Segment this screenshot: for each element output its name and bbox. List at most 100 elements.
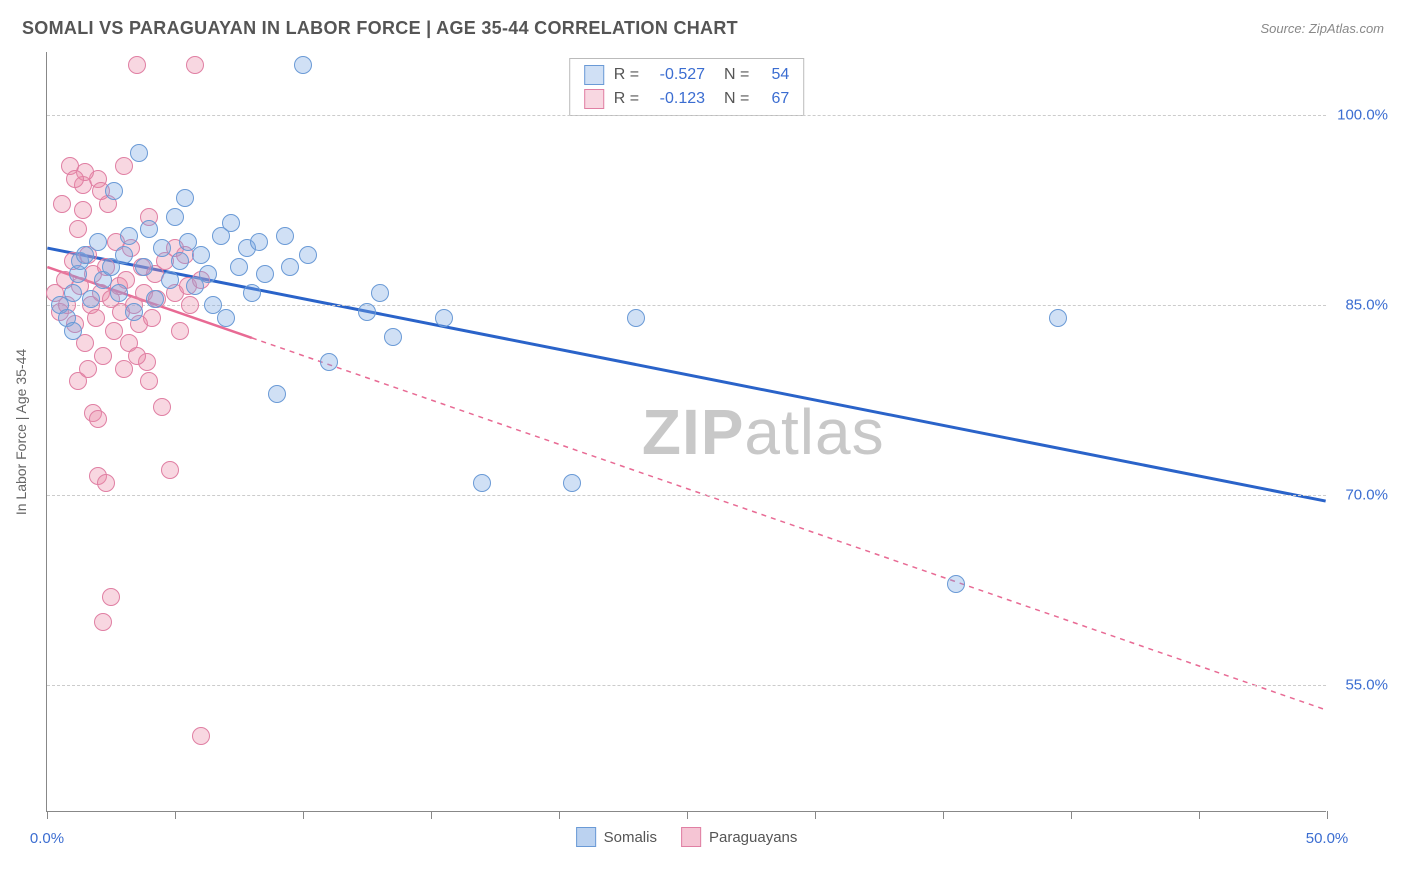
data-point [1049, 309, 1067, 327]
x-tick [1199, 811, 1200, 819]
data-point [199, 265, 217, 283]
chart-container: SOMALI VS PARAGUAYAN IN LABOR FORCE | AG… [0, 0, 1406, 892]
source-attribution: Source: ZipAtlas.com [1260, 21, 1384, 36]
trend-lines [47, 52, 1326, 811]
data-point [243, 284, 261, 302]
legend-swatch [576, 827, 596, 847]
data-point [110, 284, 128, 302]
x-tick [559, 811, 560, 819]
x-tick [303, 811, 304, 819]
data-point [115, 246, 133, 264]
data-point [105, 182, 123, 200]
y-axis-label: In Labor Force | Age 35-44 [13, 348, 29, 514]
data-point [320, 353, 338, 371]
data-point [79, 360, 97, 378]
data-point [230, 258, 248, 276]
stat-n-value: 54 [759, 66, 789, 84]
legend-label: Somalis [604, 829, 657, 846]
gridline-h [47, 305, 1326, 306]
data-point [153, 239, 171, 257]
data-point [217, 309, 235, 327]
data-point [250, 233, 268, 251]
stat-r-value: -0.527 [649, 66, 705, 84]
x-tick-label: 0.0% [30, 830, 64, 847]
x-tick [943, 811, 944, 819]
legend-swatch [681, 827, 701, 847]
y-tick-label: 100.0% [1337, 107, 1388, 124]
data-point [171, 322, 189, 340]
stat-r-label: R = [614, 66, 639, 84]
data-point [130, 144, 148, 162]
data-point [97, 474, 115, 492]
data-point [76, 334, 94, 352]
legend-stat-row: R =-0.123 N =67 [584, 87, 790, 111]
data-point [299, 246, 317, 264]
stat-n-label: N = [715, 66, 749, 84]
x-tick [431, 811, 432, 819]
data-point [135, 258, 153, 276]
legend-item: Paraguayans [681, 827, 797, 847]
data-point [143, 309, 161, 327]
data-point [125, 303, 143, 321]
gridline-h [47, 115, 1326, 116]
data-point [371, 284, 389, 302]
y-tick-label: 70.0% [1345, 487, 1388, 504]
data-point [53, 195, 71, 213]
data-point [166, 208, 184, 226]
gridline-h [47, 495, 1326, 496]
plot-area: In Labor Force | Age 35-44 ZIPatlas R =-… [46, 52, 1326, 812]
data-point [66, 170, 84, 188]
legend-swatch [584, 89, 604, 109]
data-point [294, 56, 312, 74]
data-point [176, 189, 194, 207]
data-point [256, 265, 274, 283]
x-tick-label: 50.0% [1306, 830, 1349, 847]
data-point [384, 328, 402, 346]
data-point [192, 727, 210, 745]
data-point [181, 296, 199, 314]
data-point [140, 220, 158, 238]
legend-swatch [584, 65, 604, 85]
data-point [281, 258, 299, 276]
x-tick [1327, 811, 1328, 819]
data-point [358, 303, 376, 321]
x-tick [1071, 811, 1072, 819]
x-tick [815, 811, 816, 819]
data-point [89, 410, 107, 428]
data-point [192, 246, 210, 264]
data-point [94, 347, 112, 365]
watermark: ZIPatlas [642, 395, 885, 469]
data-point [82, 290, 100, 308]
correlation-legend: R = -0.527 N = 54 R =-0.123 N =67 [569, 58, 805, 116]
data-point [435, 309, 453, 327]
data-point [69, 220, 87, 238]
data-point [276, 227, 294, 245]
data-point [268, 385, 286, 403]
data-point [947, 575, 965, 593]
data-point [627, 309, 645, 327]
data-point [87, 309, 105, 327]
data-point [102, 588, 120, 606]
stat-n-label: N = [715, 90, 749, 108]
header: SOMALI VS PARAGUAYAN IN LABOR FORCE | AG… [22, 18, 1384, 39]
legend-stat-row: R = -0.527 N = 54 [584, 63, 790, 87]
gridline-h [47, 685, 1326, 686]
data-point [128, 56, 146, 74]
x-tick [47, 811, 48, 819]
data-point [64, 322, 82, 340]
data-point [94, 613, 112, 631]
series-legend: Somalis Paraguayans [576, 827, 798, 847]
data-point [153, 398, 171, 416]
x-tick [175, 811, 176, 819]
data-point [120, 227, 138, 245]
chart-title: SOMALI VS PARAGUAYAN IN LABOR FORCE | AG… [22, 18, 738, 39]
x-tick [687, 811, 688, 819]
data-point [64, 284, 82, 302]
data-point [89, 233, 107, 251]
data-point [161, 271, 179, 289]
data-point [140, 372, 158, 390]
legend-item: Somalis [576, 827, 657, 847]
data-point [222, 214, 240, 232]
data-point [171, 252, 189, 270]
data-point [473, 474, 491, 492]
